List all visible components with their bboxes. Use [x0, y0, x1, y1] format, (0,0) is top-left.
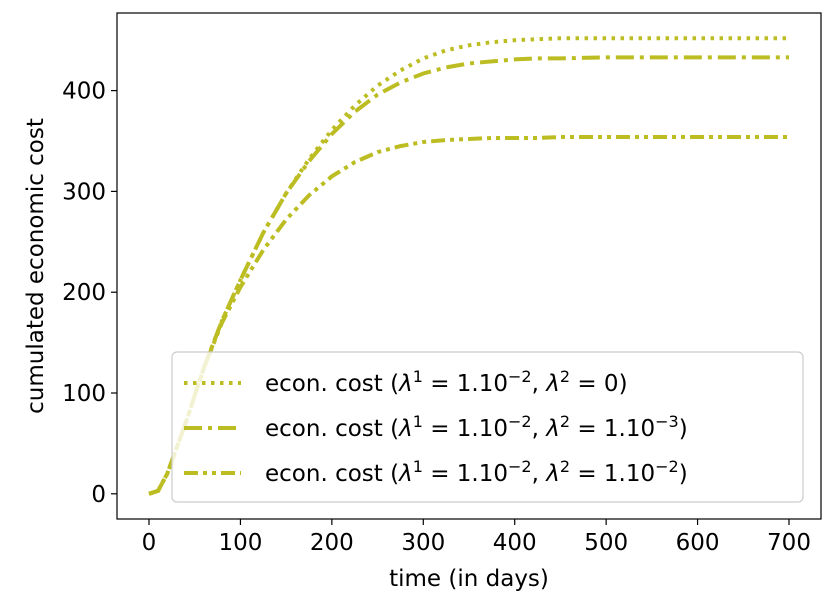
y-tick-label: 100 — [62, 381, 106, 407]
legend-label-2: econ. cost (λ1 = 1.10−2, λ2 = 1.10−3) — [265, 412, 688, 442]
y-axis-ticks: 0 100 200 300 400 — [62, 79, 117, 508]
x-tick-label: 0 — [142, 530, 157, 556]
x-axis-label: time (in days) — [389, 566, 549, 592]
y-axis-label: cumulated economic cost — [23, 118, 49, 414]
plot-frame — [116, 12, 822, 520]
x-tick-label: 100 — [218, 530, 262, 556]
y-tick-label: 0 — [91, 482, 106, 508]
x-tick-label: 400 — [493, 530, 537, 556]
y-tick-label: 300 — [62, 179, 106, 205]
legend-label-1: econ. cost (λ1 = 1.10−2, λ2 = 0) — [265, 367, 628, 397]
x-tick-label: 300 — [401, 530, 445, 556]
y-tick-label: 200 — [62, 280, 106, 306]
x-tick-label: 700 — [767, 530, 811, 556]
legend: econ. cost (λ1 = 1.10−2, λ2 = 0) econ. co… — [171, 351, 804, 503]
legend-frame — [171, 351, 804, 503]
x-tick-label: 200 — [310, 530, 354, 556]
x-tick-label: 600 — [676, 530, 720, 556]
x-axis-ticks: 0 100 200 300 400 500 600 700 — [142, 519, 811, 556]
legend-label-3: econ. cost (λ1 = 1.10−2, λ2 = 1.10−2) — [265, 457, 688, 487]
x-tick-label: 500 — [584, 530, 628, 556]
y-tick-label: 400 — [62, 79, 106, 105]
